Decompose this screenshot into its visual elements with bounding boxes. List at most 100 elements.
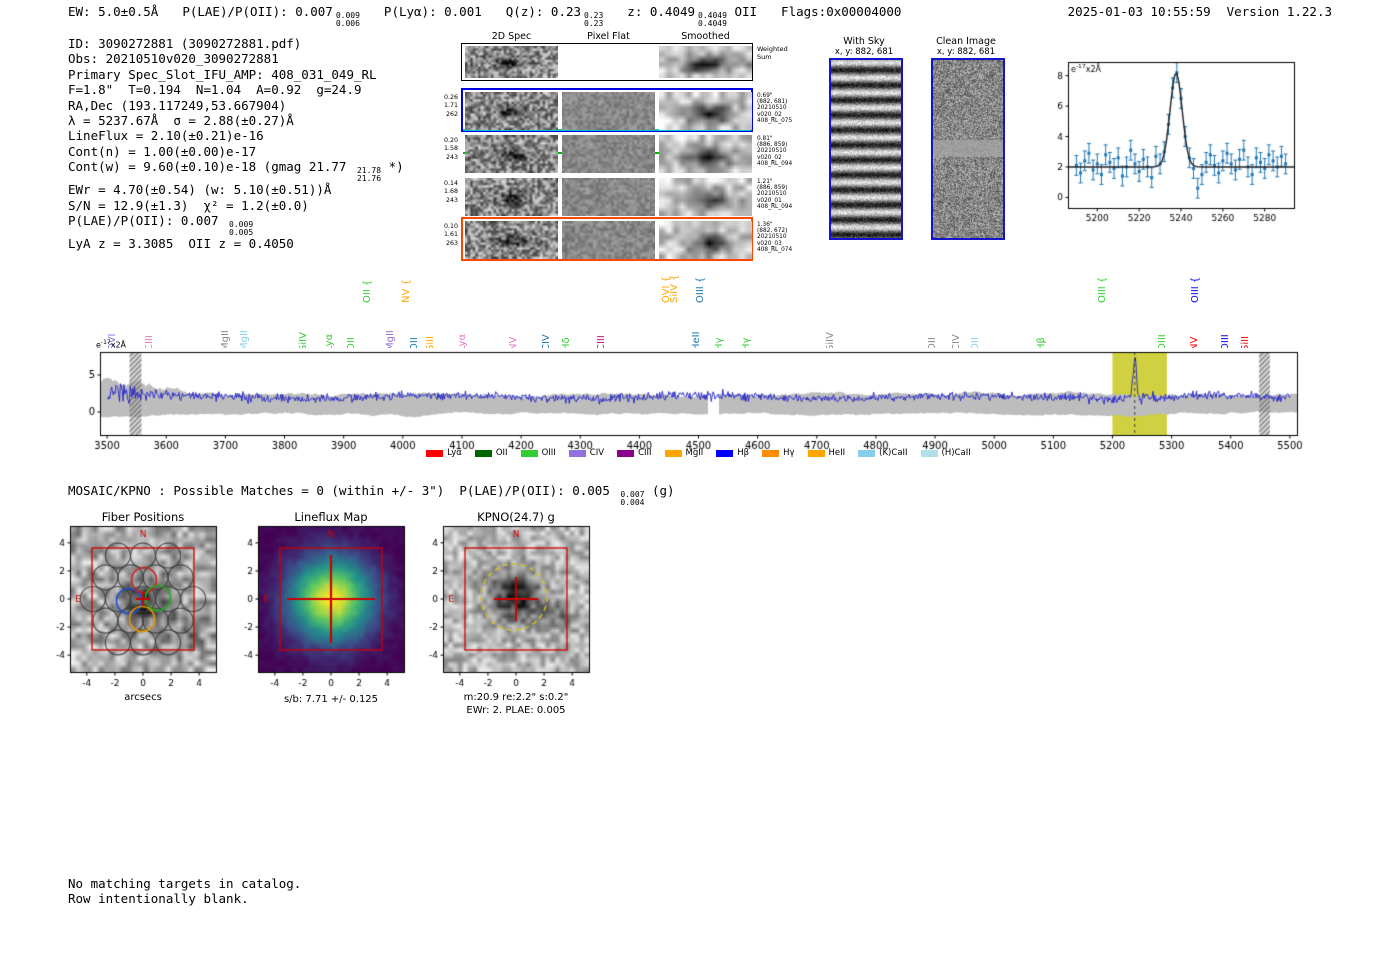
clean-image-coords: x, y: 882, 681 bbox=[936, 47, 996, 57]
info-line-12: P(LAE)/P(OII): 0.007 0.009 0.005 bbox=[68, 213, 254, 237]
info-line-6: λ = 5237.67Å σ = 2.88(±0.27)Å bbox=[68, 113, 294, 129]
legend-swatch bbox=[716, 449, 734, 457]
legend-label: (K)CaII bbox=[879, 448, 908, 458]
legend-label: (H)CaII bbox=[941, 448, 971, 458]
legend-swatch bbox=[568, 449, 586, 457]
clean-image-title: Clean Image bbox=[936, 36, 996, 47]
weighted-smoothed-image bbox=[659, 46, 752, 78]
legend-item: CIII bbox=[617, 448, 652, 458]
weighted-2dspec-image bbox=[465, 46, 558, 78]
info-line-9: Cont(w) = 9.60(±0.10)e-18 (gmag 21.77 21… bbox=[68, 159, 404, 183]
fiber-2dspec-image bbox=[465, 221, 558, 259]
fiber-row-weights: 0.10 1.61 263 bbox=[443, 223, 458, 247]
fiber-row-annotation: 0.81" (886, 859) 20210510 v020_02 408_RL_094 bbox=[757, 136, 793, 167]
plae-frac: 0.009 0.006 bbox=[335, 11, 360, 28]
lineflux-map bbox=[222, 524, 422, 694]
fiber-2dspec-image bbox=[465, 135, 558, 173]
spectrum-legend: Lyα OII OIII CIV CIII MgII Hβ Hγ HeII (K)CaII (H)C… bbox=[100, 448, 1297, 458]
legend-swatch bbox=[617, 449, 635, 457]
mosaic-kpno-line: MOSAIC/KPNO : Possible Matches = 0 (with… bbox=[68, 483, 675, 507]
z-frac: 0.4049 0.4049 bbox=[698, 11, 727, 28]
legend-label: HeII bbox=[828, 448, 846, 458]
legend-item: Hβ bbox=[716, 448, 749, 458]
fiber-row-weights: 0.20 1.58 243 bbox=[443, 137, 458, 161]
column-header-smoothed: Smoothed bbox=[681, 31, 730, 42]
info-line-4: F=1.8" T=0.194 N=1.04 A=0.92 g=24.9 bbox=[68, 82, 362, 98]
legend-item: CIV bbox=[568, 448, 605, 458]
flags-value: Flags:0x00004000 bbox=[781, 4, 902, 19]
legend-swatch bbox=[426, 449, 444, 457]
weighted-sum-label: Weighted Sum bbox=[757, 45, 788, 61]
cyan-marker-line bbox=[463, 129, 751, 131]
info-line-10: EWr = 4.70(±0.54) (w: 5.10(±0.51))Å bbox=[68, 182, 332, 198]
ew-value: EW: 5.0±0.5Å bbox=[68, 4, 159, 19]
info-line-3: Primary Spec_Slot_IFU_AMP: 408_031_049_R… bbox=[68, 66, 377, 82]
emission-line-label: SiIV { bbox=[668, 274, 680, 303]
fiber-row-weights: 0.14 1.68 243 bbox=[443, 180, 458, 204]
with-sky-image bbox=[829, 58, 903, 240]
fiber-pixelflat-image bbox=[562, 92, 655, 130]
legend-label: OII bbox=[495, 448, 508, 458]
spectrum-unit-label: e-17x2Å bbox=[96, 339, 127, 350]
legend-item: (K)CaII bbox=[858, 448, 908, 458]
info-line-1: ID: 3090272881 (3090272881.pdf) bbox=[68, 36, 302, 51]
kpno-cutout bbox=[407, 524, 607, 694]
z-value: z: 0.4049 0.4049 0.4049 OII bbox=[627, 4, 758, 28]
legend-swatch bbox=[520, 449, 538, 457]
legend-item: MgII bbox=[664, 448, 704, 458]
legend-label: MgII bbox=[685, 448, 704, 458]
info-line-5: RA,Dec (193.117249,53.667904) bbox=[68, 97, 287, 113]
fiber-pixelflat-image bbox=[562, 221, 655, 259]
weighted-sum-frame bbox=[461, 43, 753, 81]
legend-item: OII bbox=[474, 448, 508, 458]
fiber-2dspec-image bbox=[465, 92, 558, 130]
column-header-2dspec: 2D Spec bbox=[491, 31, 532, 42]
legend-swatch bbox=[920, 449, 938, 457]
fiber-smoothed-image bbox=[659, 135, 752, 173]
fiber-row-annotation: 1.21" (886, 859) 20210510 v020_01 408_RL_094 bbox=[757, 179, 793, 210]
info-line-2: Obs: 20210510v020_3090272881 bbox=[68, 51, 279, 67]
legend-swatch bbox=[762, 449, 780, 457]
kpno-caption-1: m:20.9 re:2.2" s:0.2" bbox=[463, 692, 569, 703]
legend-swatch bbox=[664, 449, 682, 457]
line-fit-zoom-plot bbox=[1042, 56, 1300, 228]
info-line-13: LyA z = 3.3085 OII z = 0.4050 bbox=[68, 236, 294, 252]
fiber-xaxis-label: arcsecs bbox=[124, 692, 162, 703]
emission-line-label: OIII { bbox=[1190, 276, 1202, 303]
fiber-row-annotation: 1.36" (882, 672) 20210510 v020_03 408_RL_074 bbox=[757, 222, 793, 253]
fiber-smoothed-image bbox=[659, 92, 752, 130]
fiber-row-annotation: 0.69" (882, 681) 20210510 v020_02 408_RL_075 bbox=[757, 93, 793, 124]
qz-frac: 0.23 0.23 bbox=[584, 11, 604, 28]
footer-note-1: No matching targets in catalog. bbox=[68, 876, 302, 891]
fiber-smoothed-image bbox=[659, 221, 752, 259]
emission-line-label: NV { bbox=[401, 279, 413, 303]
fiber-row-weights: 0.26 1.71 262 bbox=[443, 94, 458, 118]
with-sky-coords: x, y: 882, 681 bbox=[834, 47, 894, 57]
header-bar: EW: 5.0±0.5Å P(LAE)/P(OII): 0.007 0.009 0.… bbox=[68, 4, 901, 27]
legend-item: Hγ bbox=[762, 448, 795, 458]
legend-swatch bbox=[858, 449, 876, 457]
legend-label: Lyα bbox=[447, 448, 462, 458]
fiber-positions-title: Fiber Positions bbox=[101, 510, 185, 524]
qz-value: Q(z): 0.23 0.23 0.23 bbox=[505, 4, 604, 28]
emission-line-label: OIII { bbox=[694, 276, 706, 303]
fiber-pixelflat-image bbox=[562, 135, 655, 173]
with-sky-title: With Sky bbox=[843, 36, 885, 47]
legend-item: HeII bbox=[807, 448, 846, 458]
emission-line-label: OII { bbox=[362, 279, 374, 303]
kpno-title: KPNO(24.7) g bbox=[477, 510, 555, 524]
column-header-pixelflat: Pixel Flat bbox=[587, 31, 630, 42]
kpno-caption-2: EWr: 2. PLAE: 0.005 bbox=[466, 705, 566, 716]
legend-label: Hβ bbox=[737, 448, 750, 458]
full-spectrum-plot bbox=[78, 348, 1304, 450]
fiber-smoothed-image bbox=[659, 178, 752, 216]
weighted-pixelflat-image bbox=[562, 46, 655, 78]
fiber-pixelflat-image bbox=[562, 178, 655, 216]
legend-swatch bbox=[807, 449, 825, 457]
lineflux-caption: s/b: 7.71 +/- 0.125 bbox=[283, 694, 379, 705]
legend-label: CIV bbox=[589, 448, 605, 458]
legend-item: OIII bbox=[520, 448, 556, 458]
clean-image bbox=[931, 58, 1005, 240]
detection-info-block: ID: 3090272881 (3090272881.pdf) Obs: 2021… bbox=[68, 36, 404, 251]
